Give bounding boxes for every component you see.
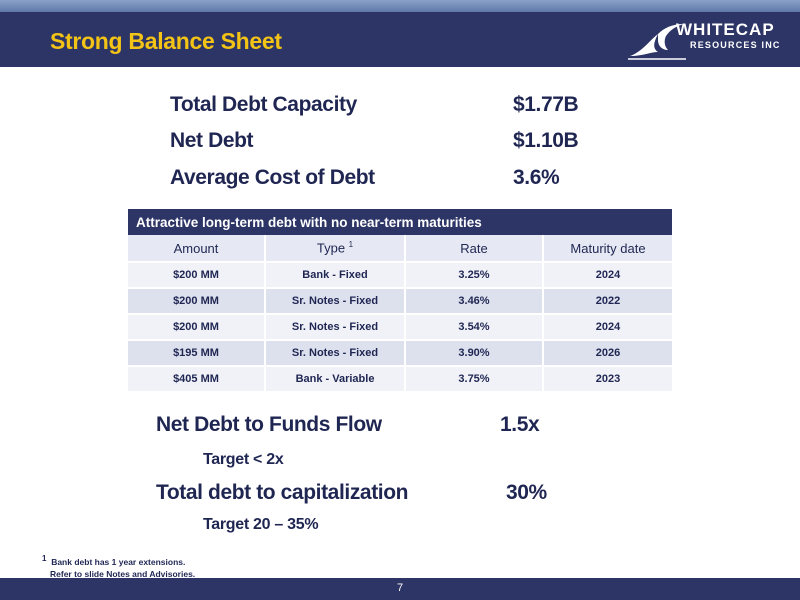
debt-table: Attractive long-term debt with no near-t… xyxy=(128,209,672,393)
cell-type: Sr. Notes - Fixed xyxy=(266,289,406,315)
cell-amount: $405 MM xyxy=(128,367,266,393)
cell-maturity: 2022 xyxy=(544,289,672,315)
wave-logo-icon xyxy=(628,24,686,60)
cell-maturity: 2026 xyxy=(544,341,672,367)
cell-type: Sr. Notes - Fixed xyxy=(266,341,406,367)
footnote: 1 Bank debt has 1 year extensions. Refer… xyxy=(42,553,195,580)
metric-value-average-cost-of-debt: 3.6% xyxy=(513,166,560,189)
column-header-rate: Rate xyxy=(406,235,544,263)
cell-maturity: 2023 xyxy=(544,367,672,393)
cell-rate: 3.46% xyxy=(406,289,544,315)
cell-type: Bank - Fixed xyxy=(266,263,406,289)
ratio-label-total-debt-to-capitalization: Total debt to capitalization xyxy=(156,481,409,504)
slide-footer: 7 xyxy=(0,578,800,600)
ratio-value-total-debt-to-capitalization: 30% xyxy=(506,481,547,504)
column-header-type: Type 1 xyxy=(266,235,406,263)
cell-rate: 3.90% xyxy=(406,341,544,367)
cell-type: Bank - Variable xyxy=(266,367,406,393)
ratio-value-net-debt-to-funds-flow: 1.5x xyxy=(500,413,540,436)
table-row: $200 MM Sr. Notes - Fixed 3.54% 2024 xyxy=(128,315,672,341)
ratio-label-net-debt-to-funds-flow: Net Debt to Funds Flow xyxy=(156,413,382,436)
logo-wordmark-line2: RESOURCES INC xyxy=(690,40,781,50)
footnote-mark: 1 xyxy=(42,554,47,563)
slide-title: Strong Balance Sheet xyxy=(50,28,282,54)
cell-amount: $200 MM xyxy=(128,289,266,315)
footnote-line-1: Bank debt has 1 year extensions. xyxy=(51,556,186,567)
page-number: 7 xyxy=(396,582,404,594)
cell-amount: $200 MM xyxy=(128,263,266,289)
company-logo: WHITECAP RESOURCES INC xyxy=(628,18,788,62)
cell-rate: 3.25% xyxy=(406,263,544,289)
column-header-type-label: Type xyxy=(316,240,346,256)
column-header-amount: Amount xyxy=(128,235,266,263)
type-footnote-mark: 1 xyxy=(348,240,354,250)
table-row: $195 MM Sr. Notes - Fixed 3.90% 2026 xyxy=(128,341,672,367)
column-header-maturity-date: Maturity date xyxy=(544,235,672,263)
table-row: $200 MM Sr. Notes - Fixed 3.46% 2022 xyxy=(128,289,672,315)
ratio-target-total-debt-to-capitalization: Target 20 – 35% xyxy=(203,516,319,533)
metric-label-total-debt-capacity: Total Debt Capacity xyxy=(170,93,357,116)
top-accent-strip xyxy=(0,0,800,12)
cell-maturity: 2024 xyxy=(544,315,672,341)
ratio-target-net-debt-to-funds-flow: Target < 2x xyxy=(203,451,284,468)
metric-label-average-cost-of-debt: Average Cost of Debt xyxy=(170,166,375,189)
cell-maturity: 2024 xyxy=(544,263,672,289)
metric-label-net-debt: Net Debt xyxy=(170,129,254,152)
slide-header xyxy=(0,12,800,67)
footnote-line-2: Refer to slide Notes and Advisories. xyxy=(50,568,196,579)
cell-rate: 3.75% xyxy=(406,367,544,393)
cell-rate: 3.54% xyxy=(406,315,544,341)
metric-value-net-debt: $1.10B xyxy=(513,129,579,152)
cell-type: Sr. Notes - Fixed xyxy=(266,315,406,341)
metric-value-total-debt-capacity: $1.77B xyxy=(513,93,579,116)
table-row: $200 MM Bank - Fixed 3.25% 2024 xyxy=(128,263,672,289)
cell-amount: $195 MM xyxy=(128,341,266,367)
cell-amount: $200 MM xyxy=(128,315,266,341)
table-row: $405 MM Bank - Variable 3.75% 2023 xyxy=(128,367,672,393)
debt-table-title: Attractive long-term debt with no near-t… xyxy=(128,209,672,235)
logo-wordmark-line1: WHITECAP xyxy=(676,20,775,39)
